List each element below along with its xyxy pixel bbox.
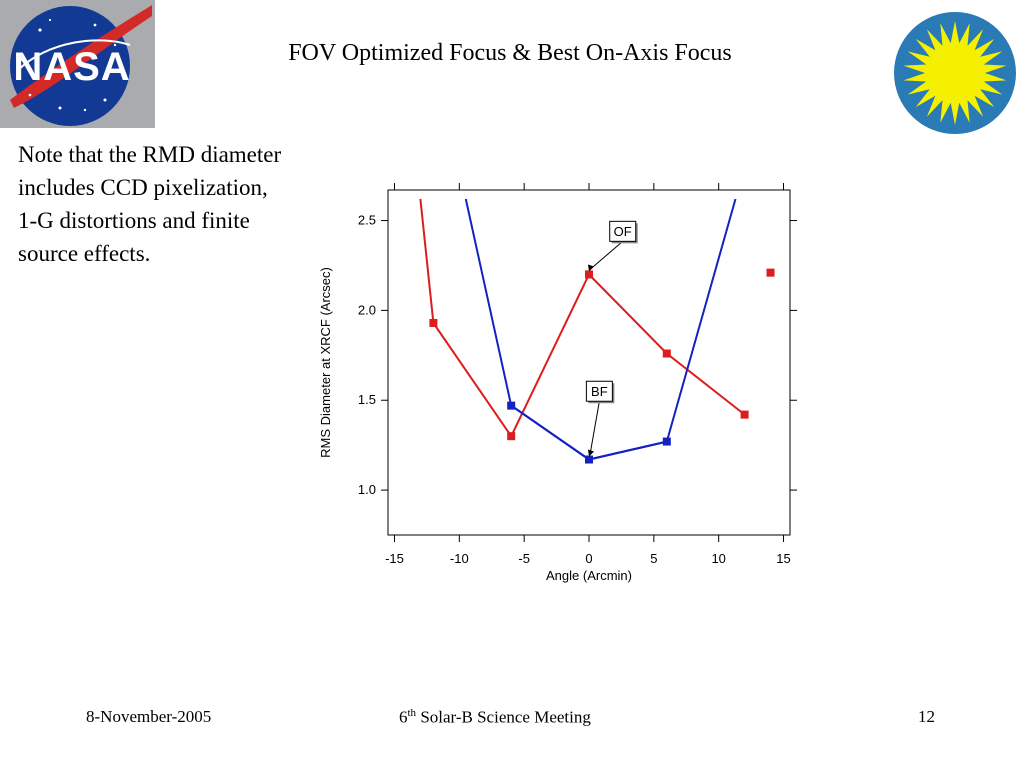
x-tick-label: 5 — [650, 551, 657, 566]
annotation-leader — [589, 401, 600, 455]
annotation-box — [585, 380, 613, 402]
series-0-point — [662, 349, 671, 358]
series-0-point — [585, 270, 593, 279]
y-tick-label: 2.0 — [358, 302, 376, 317]
annotation-label: BF — [591, 384, 608, 399]
y-axis-label: RMS Diameter at XRCF (Arcsec) — [318, 267, 333, 458]
series-0-point — [507, 432, 516, 441]
series-0-line — [432, 272, 746, 439]
series-0-curve — [419, 198, 435, 324]
annotation-label: OF — [614, 224, 632, 239]
annotation-box — [609, 220, 637, 242]
meeting-ordinal: 6 — [399, 707, 408, 727]
series-layer — [419, 198, 775, 464]
series-1-point — [507, 401, 516, 410]
series-0-point — [429, 318, 438, 327]
sun-logo — [894, 12, 1016, 134]
x-tick-label: 0 — [585, 551, 592, 566]
series-1-point — [662, 437, 671, 446]
annotation-leader — [589, 240, 624, 270]
footer-date: 8-November-2005 — [86, 707, 212, 726]
series-1-curve — [464, 198, 737, 461]
x-tick-label: 15 — [776, 551, 790, 566]
y-tick-label: 1.5 — [358, 392, 376, 407]
meeting-suffix: th — [407, 707, 417, 719]
x-tick-label: -15 — [385, 551, 404, 566]
x-tick-label: -5 — [518, 551, 530, 566]
series-0-point — [740, 410, 749, 419]
slide-title: FOV Optimized Focus & Best On-Axis Focus — [288, 40, 732, 66]
meeting-name: Solar-B Science Meeting — [416, 707, 591, 727]
series-0-point — [766, 268, 775, 277]
annotation-arrowhead — [588, 449, 594, 457]
plot-frame — [387, 189, 791, 536]
footer-page-number: 12 — [918, 707, 935, 726]
axis-ticks: -15 -10 -5 0 5 10 15 1.0 1.5 2.0 2.5 — [358, 183, 797, 566]
x-axis-label: Angle (Arcmin) — [546, 568, 632, 583]
annotation-arrowhead — [588, 264, 594, 272]
rms-diameter-chart: -15 -10 -5 0 5 10 15 1.0 1.5 2.0 2.5 OF BF Angle (A… — [318, 183, 797, 583]
series-1-point — [585, 455, 593, 464]
y-tick-label: 1.0 — [358, 482, 376, 497]
x-tick-label: 10 — [711, 551, 725, 566]
y-tick-label: 2.5 — [358, 213, 376, 228]
note-text: Note that the RMD diameter includes CCD … — [18, 142, 282, 266]
nasa-logo: NASA — [0, 0, 155, 128]
x-tick-label: -10 — [450, 551, 469, 566]
footer-meeting: 6th Solar-B Science Meeting — [399, 707, 591, 728]
svg-text:NASA: NASA — [13, 45, 130, 89]
annotations-layer: OF BF — [585, 220, 638, 457]
